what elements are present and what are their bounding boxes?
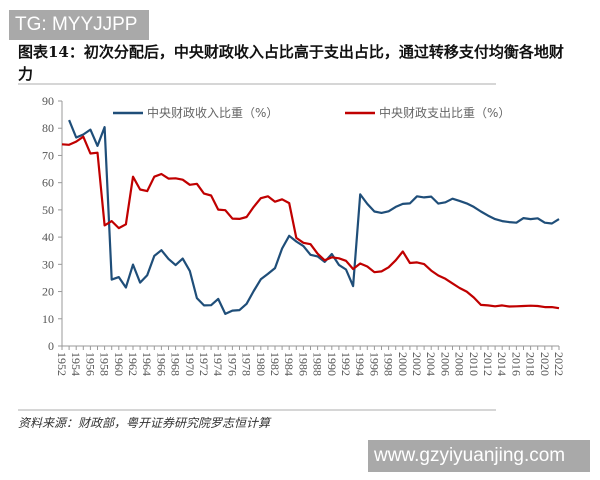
x-tick-label: 1972 bbox=[197, 352, 211, 376]
x-tick-label: 1982 bbox=[268, 352, 282, 376]
x-tick-label: 1958 bbox=[98, 352, 112, 376]
y-tick-label: 60 bbox=[42, 176, 54, 190]
x-tick-label: 2012 bbox=[481, 352, 495, 376]
x-tick-label: 1964 bbox=[140, 352, 154, 376]
y-tick-label: 30 bbox=[42, 257, 54, 271]
source-divider bbox=[18, 409, 496, 411]
source-note: 资料来源：财政部，粤开证券研究院罗志恒计算 bbox=[18, 416, 271, 430]
x-tick-label: 2020 bbox=[538, 352, 552, 376]
y-tick-label: 10 bbox=[42, 312, 54, 326]
x-tick-label: 2004 bbox=[424, 352, 438, 376]
series-lines bbox=[61, 119, 560, 315]
y-tick-label: 80 bbox=[42, 121, 54, 135]
x-tick-label: 1990 bbox=[325, 352, 339, 376]
chart-title: 图表14：初次分配后，中央财政收入占比高于支出占比，通过转移支付均衡各地财力 bbox=[18, 43, 564, 83]
x-tick-label: 2002 bbox=[410, 352, 424, 376]
x-tick-label: 1996 bbox=[367, 352, 381, 376]
legend: 中央财政收入比重（%） 中央财政支出比重（%） bbox=[113, 105, 510, 120]
x-tick-label: 1994 bbox=[353, 352, 367, 376]
x-tick-label: 2022 bbox=[552, 352, 566, 376]
x-tick-label: 1974 bbox=[211, 352, 225, 376]
x-tick-label: 2016 bbox=[509, 352, 523, 376]
y-tick-label: 70 bbox=[42, 148, 54, 162]
x-tick-label: 2000 bbox=[396, 352, 410, 376]
legend-label-expenditure: 中央财政支出比重（%） bbox=[379, 105, 510, 120]
y-tick-label: 50 bbox=[42, 203, 54, 217]
x-tick-label: 1954 bbox=[69, 352, 83, 376]
x-tick-label: 2010 bbox=[467, 352, 481, 376]
x-tick-label: 1978 bbox=[240, 352, 254, 376]
y-tick-label: 40 bbox=[42, 230, 54, 244]
x-tick-label: 1960 bbox=[112, 352, 126, 376]
x-tick-label: 2008 bbox=[453, 352, 467, 376]
x-tick-label: 1984 bbox=[282, 352, 296, 376]
watermark-top: TG: MYYJJPP bbox=[9, 10, 149, 40]
x-tick-label: 2006 bbox=[438, 352, 452, 376]
x-tick-label: 1968 bbox=[169, 352, 183, 376]
x-tick-label: 1992 bbox=[339, 352, 353, 376]
x-tick-label: 1970 bbox=[183, 352, 197, 376]
series-line-expenditure bbox=[61, 135, 560, 310]
x-tick-label: 1962 bbox=[126, 352, 140, 376]
x-tick-label: 1966 bbox=[154, 352, 168, 376]
x-tick-label: 1998 bbox=[382, 352, 396, 376]
legend-label-revenue: 中央财政收入比重（%） bbox=[147, 105, 278, 120]
series-line-revenue bbox=[68, 119, 560, 315]
x-tick-label: 1952 bbox=[55, 352, 69, 376]
y-tick-label: 20 bbox=[42, 285, 54, 299]
x-tick-label: 1956 bbox=[83, 352, 97, 376]
x-tick-label: 1986 bbox=[296, 352, 310, 376]
x-tick-label: 2014 bbox=[495, 352, 509, 376]
y-tick-label: 0 bbox=[48, 339, 54, 353]
x-tick-label: 2018 bbox=[524, 352, 538, 376]
x-tick-label: 1976 bbox=[225, 352, 239, 376]
watermark-bottom: www.gzyiyuanjing.com bbox=[368, 440, 590, 472]
x-tick-label: 1980 bbox=[254, 352, 268, 376]
title-divider bbox=[18, 83, 496, 85]
x-tick-label: 1988 bbox=[311, 352, 325, 376]
y-tick-label: 90 bbox=[42, 94, 54, 108]
